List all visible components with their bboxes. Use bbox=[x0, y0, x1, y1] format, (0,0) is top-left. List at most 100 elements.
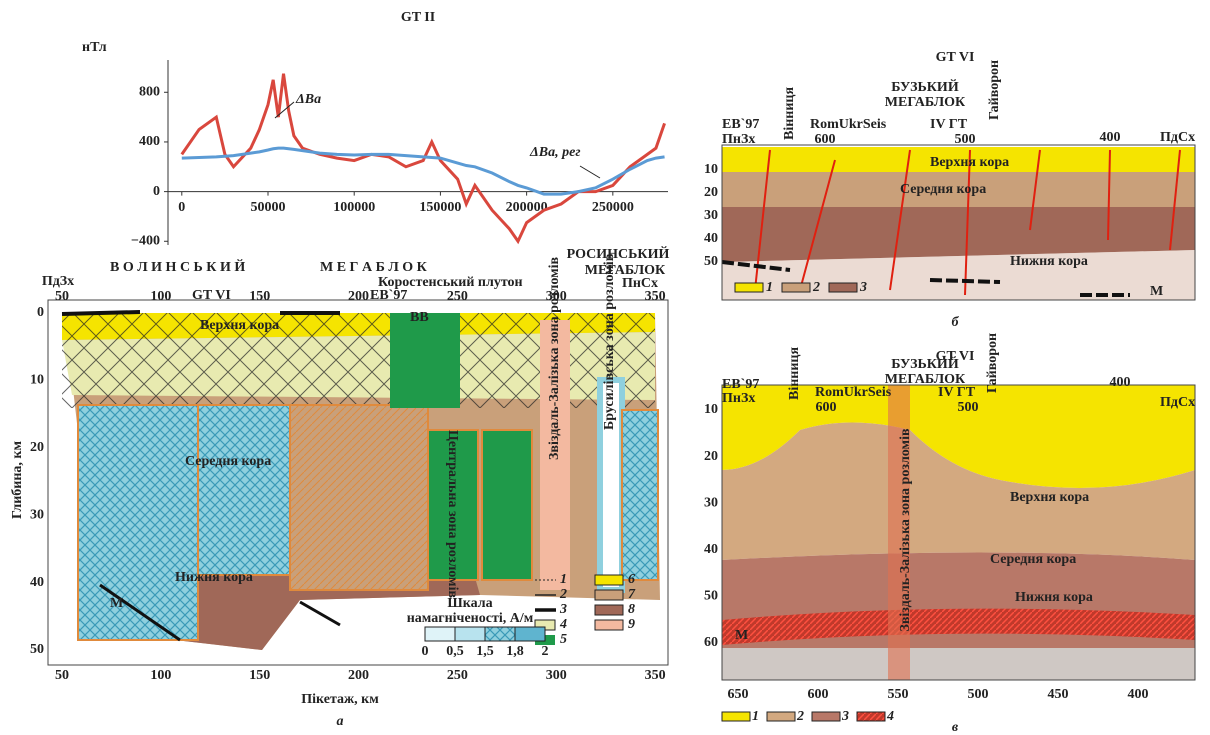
y-tick-label: 10 bbox=[704, 162, 718, 177]
y-tick-label: 50 bbox=[704, 589, 718, 604]
x-axis-label: Пікетаж, км bbox=[301, 692, 379, 707]
magnetic-block bbox=[622, 410, 658, 580]
top-tick-label: 350 bbox=[645, 289, 666, 304]
y-tick-label: 50 bbox=[30, 642, 44, 657]
label: Звіздаль-Залізька зона розломів bbox=[898, 428, 913, 632]
y-tick-label: 20 bbox=[704, 185, 718, 200]
top-tick-label: 150 bbox=[249, 289, 270, 304]
series-label: ΔBa, рег bbox=[529, 145, 581, 160]
legend-label: 1 bbox=[560, 572, 567, 587]
label: Брусилівська зона розломів bbox=[602, 253, 617, 430]
y-tick-label: 30 bbox=[704, 208, 718, 223]
y-tick-label: 50 bbox=[704, 254, 718, 269]
label: намагніченості, А/м bbox=[407, 611, 534, 626]
label: М bbox=[1150, 284, 1163, 299]
x-tick-label: 350 bbox=[645, 668, 666, 683]
label: RomUkrSeis bbox=[810, 117, 887, 132]
label: Верхня кора bbox=[930, 155, 1009, 170]
x-tick-label: 200 bbox=[348, 668, 369, 683]
x-tick-label: 400 bbox=[1128, 687, 1149, 702]
legend-label: 8 bbox=[628, 602, 635, 617]
legend-label: 2 bbox=[812, 280, 820, 295]
x-tick-label: 0 bbox=[178, 200, 185, 215]
label: МЕГАБЛОК bbox=[885, 95, 966, 110]
label: ПдЗх bbox=[42, 274, 74, 289]
label: БУЗЬКИЙ bbox=[891, 355, 959, 372]
top-tick-label: 500 bbox=[958, 400, 979, 415]
label: Коростенський плутон bbox=[378, 275, 523, 290]
label: Середня кора bbox=[185, 454, 271, 469]
label: Нижня кора bbox=[1015, 590, 1093, 605]
label: М Е Г А Б Л О К bbox=[320, 260, 428, 275]
label: Середня кора bbox=[900, 182, 986, 197]
label: RomUkrSeis bbox=[815, 385, 892, 400]
label: ВВ bbox=[410, 310, 429, 325]
x-tick-label: 100000 bbox=[333, 200, 375, 215]
label: Верхня кора bbox=[1010, 490, 1089, 505]
label: EB`97 bbox=[722, 377, 759, 392]
x-tick-label: 600 bbox=[815, 132, 836, 147]
label: ПдСх bbox=[1160, 395, 1195, 410]
x-tick-label: 150 bbox=[249, 668, 270, 683]
label: Верхня кора bbox=[200, 318, 279, 333]
label: М bbox=[735, 628, 748, 643]
magnetic-block bbox=[78, 405, 198, 640]
x-tick-label: 250 bbox=[447, 668, 468, 683]
series-label: ΔBa bbox=[295, 92, 321, 107]
green-block bbox=[390, 313, 460, 408]
caption: в bbox=[952, 720, 959, 735]
label: IV ГТ bbox=[938, 385, 976, 400]
magnetic-block bbox=[198, 405, 290, 575]
panel-title: GT VI bbox=[936, 50, 975, 65]
pointer bbox=[580, 166, 600, 178]
legend-label: 4 bbox=[886, 709, 894, 724]
y-tick-label: 60 bbox=[704, 635, 718, 650]
top-tick-label: 400 bbox=[1110, 375, 1131, 390]
legend-label: 2 bbox=[559, 587, 567, 602]
label: Центральна зона розломів bbox=[445, 430, 460, 598]
x-tick-label: 500 bbox=[968, 687, 989, 702]
x-tick-label: 300 bbox=[546, 668, 567, 683]
scale-tick: 1,8 bbox=[506, 644, 524, 659]
figure: GT IIнТл−4000400800050000100000150000200… bbox=[0, 0, 1210, 735]
y-tick-label: 20 bbox=[704, 449, 718, 464]
x-tick-label: 50 bbox=[55, 668, 69, 683]
scale-tick: 0,5 bbox=[446, 644, 464, 659]
section-c bbox=[722, 385, 1195, 721]
legend-label: 4 bbox=[559, 617, 567, 632]
y-tick-label: 30 bbox=[704, 495, 718, 510]
label: РОСИНСЬКИЙ bbox=[567, 245, 670, 262]
x-tick-label: 650 bbox=[728, 687, 749, 702]
legend-label: 3 bbox=[559, 602, 567, 617]
label: EB`97 bbox=[370, 288, 407, 303]
top-tick-label: 600 bbox=[816, 400, 837, 415]
y-tick-label: 40 bbox=[704, 542, 718, 557]
x-tick-label: 450 bbox=[1048, 687, 1069, 702]
mantle bbox=[722, 648, 1195, 680]
x-tick-label: 250000 bbox=[592, 200, 634, 215]
legend-label: 6 bbox=[628, 572, 635, 587]
legend-label: 5 bbox=[560, 632, 567, 647]
y-tick-label: 10 bbox=[704, 402, 718, 417]
label: ПнЗх bbox=[722, 391, 755, 406]
label: М bbox=[110, 596, 123, 611]
legend-label: 3 bbox=[841, 709, 849, 724]
scale-tick: 1,5 bbox=[476, 644, 494, 659]
caption: а bbox=[337, 714, 344, 729]
y-tick-label: 20 bbox=[30, 440, 44, 455]
label: Нижня кора bbox=[1010, 254, 1088, 269]
label: В О Л И Н С Ь К И Й bbox=[110, 258, 245, 275]
legend-label: 1 bbox=[766, 280, 773, 295]
x-tick-label: 150000 bbox=[419, 200, 461, 215]
label: Нижня кора bbox=[175, 570, 253, 585]
label: БУЗЬКИЙ bbox=[891, 78, 959, 95]
y-tick-label: 30 bbox=[30, 507, 44, 522]
scale-tick: 2 bbox=[542, 644, 549, 659]
x-tick-label: 550 bbox=[888, 687, 909, 702]
top-tick-label: 250 bbox=[447, 289, 468, 304]
x-tick-label: 600 bbox=[808, 687, 829, 702]
label: Гайворон bbox=[987, 60, 1002, 120]
y-tick-label: 0 bbox=[37, 305, 44, 320]
series-line bbox=[182, 148, 665, 194]
top-tick-label: 50 bbox=[55, 289, 69, 304]
